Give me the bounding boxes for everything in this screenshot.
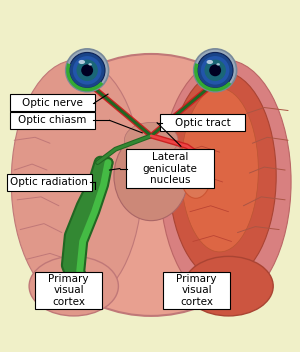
Ellipse shape <box>216 63 220 65</box>
FancyBboxPatch shape <box>10 112 95 129</box>
FancyBboxPatch shape <box>35 272 102 309</box>
FancyBboxPatch shape <box>163 272 230 309</box>
Circle shape <box>66 49 109 92</box>
FancyBboxPatch shape <box>10 94 95 111</box>
Ellipse shape <box>114 131 188 221</box>
FancyBboxPatch shape <box>7 174 92 191</box>
Ellipse shape <box>79 60 85 64</box>
Circle shape <box>69 52 105 88</box>
Circle shape <box>209 64 221 76</box>
Text: Lateral
geniculate
nucleus: Lateral geniculate nucleus <box>142 152 197 185</box>
Circle shape <box>81 64 93 76</box>
Ellipse shape <box>160 60 291 304</box>
Ellipse shape <box>29 256 118 316</box>
Ellipse shape <box>11 60 142 304</box>
Text: Optic chiasm: Optic chiasm <box>18 115 86 125</box>
Ellipse shape <box>206 60 213 64</box>
Circle shape <box>194 49 237 92</box>
Text: Optic nerve: Optic nerve <box>22 98 82 108</box>
Ellipse shape <box>124 122 178 158</box>
Circle shape <box>201 56 230 84</box>
Text: Primary
visual
cortex: Primary visual cortex <box>48 274 89 307</box>
Circle shape <box>197 52 233 88</box>
Ellipse shape <box>181 88 258 252</box>
Ellipse shape <box>184 256 273 316</box>
Ellipse shape <box>88 63 92 65</box>
FancyBboxPatch shape <box>160 114 245 131</box>
Circle shape <box>76 59 98 81</box>
Ellipse shape <box>181 154 211 198</box>
Ellipse shape <box>169 72 276 280</box>
Text: Primary
visual
cortex: Primary visual cortex <box>176 274 217 307</box>
Ellipse shape <box>17 54 285 316</box>
Text: Optic tract: Optic tract <box>175 118 230 128</box>
Circle shape <box>204 59 226 81</box>
Text: Optic radiation: Optic radiation <box>10 177 88 187</box>
Circle shape <box>73 56 101 84</box>
FancyBboxPatch shape <box>126 149 214 188</box>
